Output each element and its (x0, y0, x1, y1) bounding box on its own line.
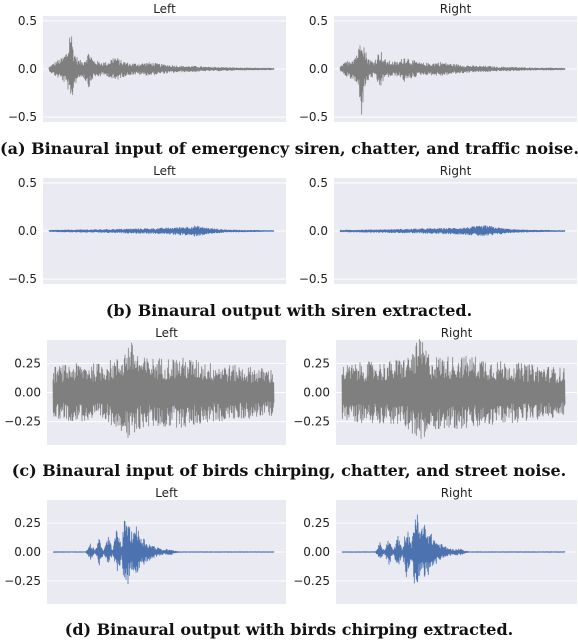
panel-1-0-waveform (48, 225, 275, 237)
panel-0-1-title: Right (440, 2, 472, 16)
panel-2-1-waveform (341, 338, 566, 439)
panel-1-0-title: Left (153, 164, 176, 178)
caption-a: (a) Binaural input of emergency siren, c… (0, 139, 578, 158)
caption-d: (d) Binaural output with birds chirping … (64, 620, 514, 639)
panel-1-0-ytick-label: 0.0 (18, 224, 37, 238)
panel-0-0-waveform (48, 36, 275, 96)
panel-0-1-ytick-label: 0.5 (309, 14, 328, 28)
panel-2-0-ytick-label: 0.25 (14, 356, 41, 370)
panel-2-0-ytick-label: −0.25 (4, 415, 41, 429)
panel-3-0-ytick-label: −0.25 (4, 574, 41, 588)
panel-0-1-ytick-label: 0.0 (309, 62, 328, 76)
panel-1-1-title: Right (440, 164, 472, 178)
panel-0-0-ytick-label: 0.5 (18, 14, 37, 28)
caption-b: (b) Binaural output with siren extracted… (105, 301, 473, 320)
panel-0-0-title: Left (153, 2, 176, 16)
panel-0-0-ytick-label: 0.0 (18, 62, 37, 76)
panel-0-1-ytick-label: −0.5 (299, 110, 328, 124)
panel-2-1-title: Right (441, 326, 473, 340)
panel-0-0-ytick-label: −0.5 (8, 110, 37, 124)
panel-1-0-ytick-label: 0.5 (18, 176, 37, 190)
panel-1-1-waveform (339, 225, 566, 237)
panel-3-0-ytick-label: 0.00 (14, 545, 41, 559)
panel-2-1-ytick-label: 0.00 (303, 386, 330, 400)
panel-3-1-title: Right (441, 486, 473, 500)
panel-2-0-ytick-label: 0.00 (14, 386, 41, 400)
panel-3-0-title: Left (155, 486, 178, 500)
panel-1-1-ytick-label: 0.5 (309, 176, 328, 190)
panel-2-1-ytick-label: 0.25 (303, 356, 330, 370)
panel-3-1-ytick-label: 0.25 (303, 516, 330, 530)
panel-0-1-waveform (339, 45, 566, 115)
caption-c: (c) Binaural input of birds chirping, ch… (11, 461, 567, 480)
panel-1-0-ytick-label: −0.5 (8, 272, 37, 286)
panel-2-0-waveform (52, 342, 275, 439)
panel-1-1-ytick-label: 0.0 (309, 224, 328, 238)
panel-3-1-ytick-label: −0.25 (293, 574, 330, 588)
panel-2-0-title: Left (155, 326, 178, 340)
panel-3-1-ytick-label: 0.00 (303, 545, 330, 559)
panel-1-1-ytick-label: −0.5 (299, 272, 328, 286)
panel-3-0-waveform (52, 520, 275, 585)
panel-2-1-ytick-label: −0.25 (293, 415, 330, 429)
panel-3-1-waveform (341, 514, 566, 584)
panel-3-0-ytick-label: 0.25 (14, 516, 41, 530)
